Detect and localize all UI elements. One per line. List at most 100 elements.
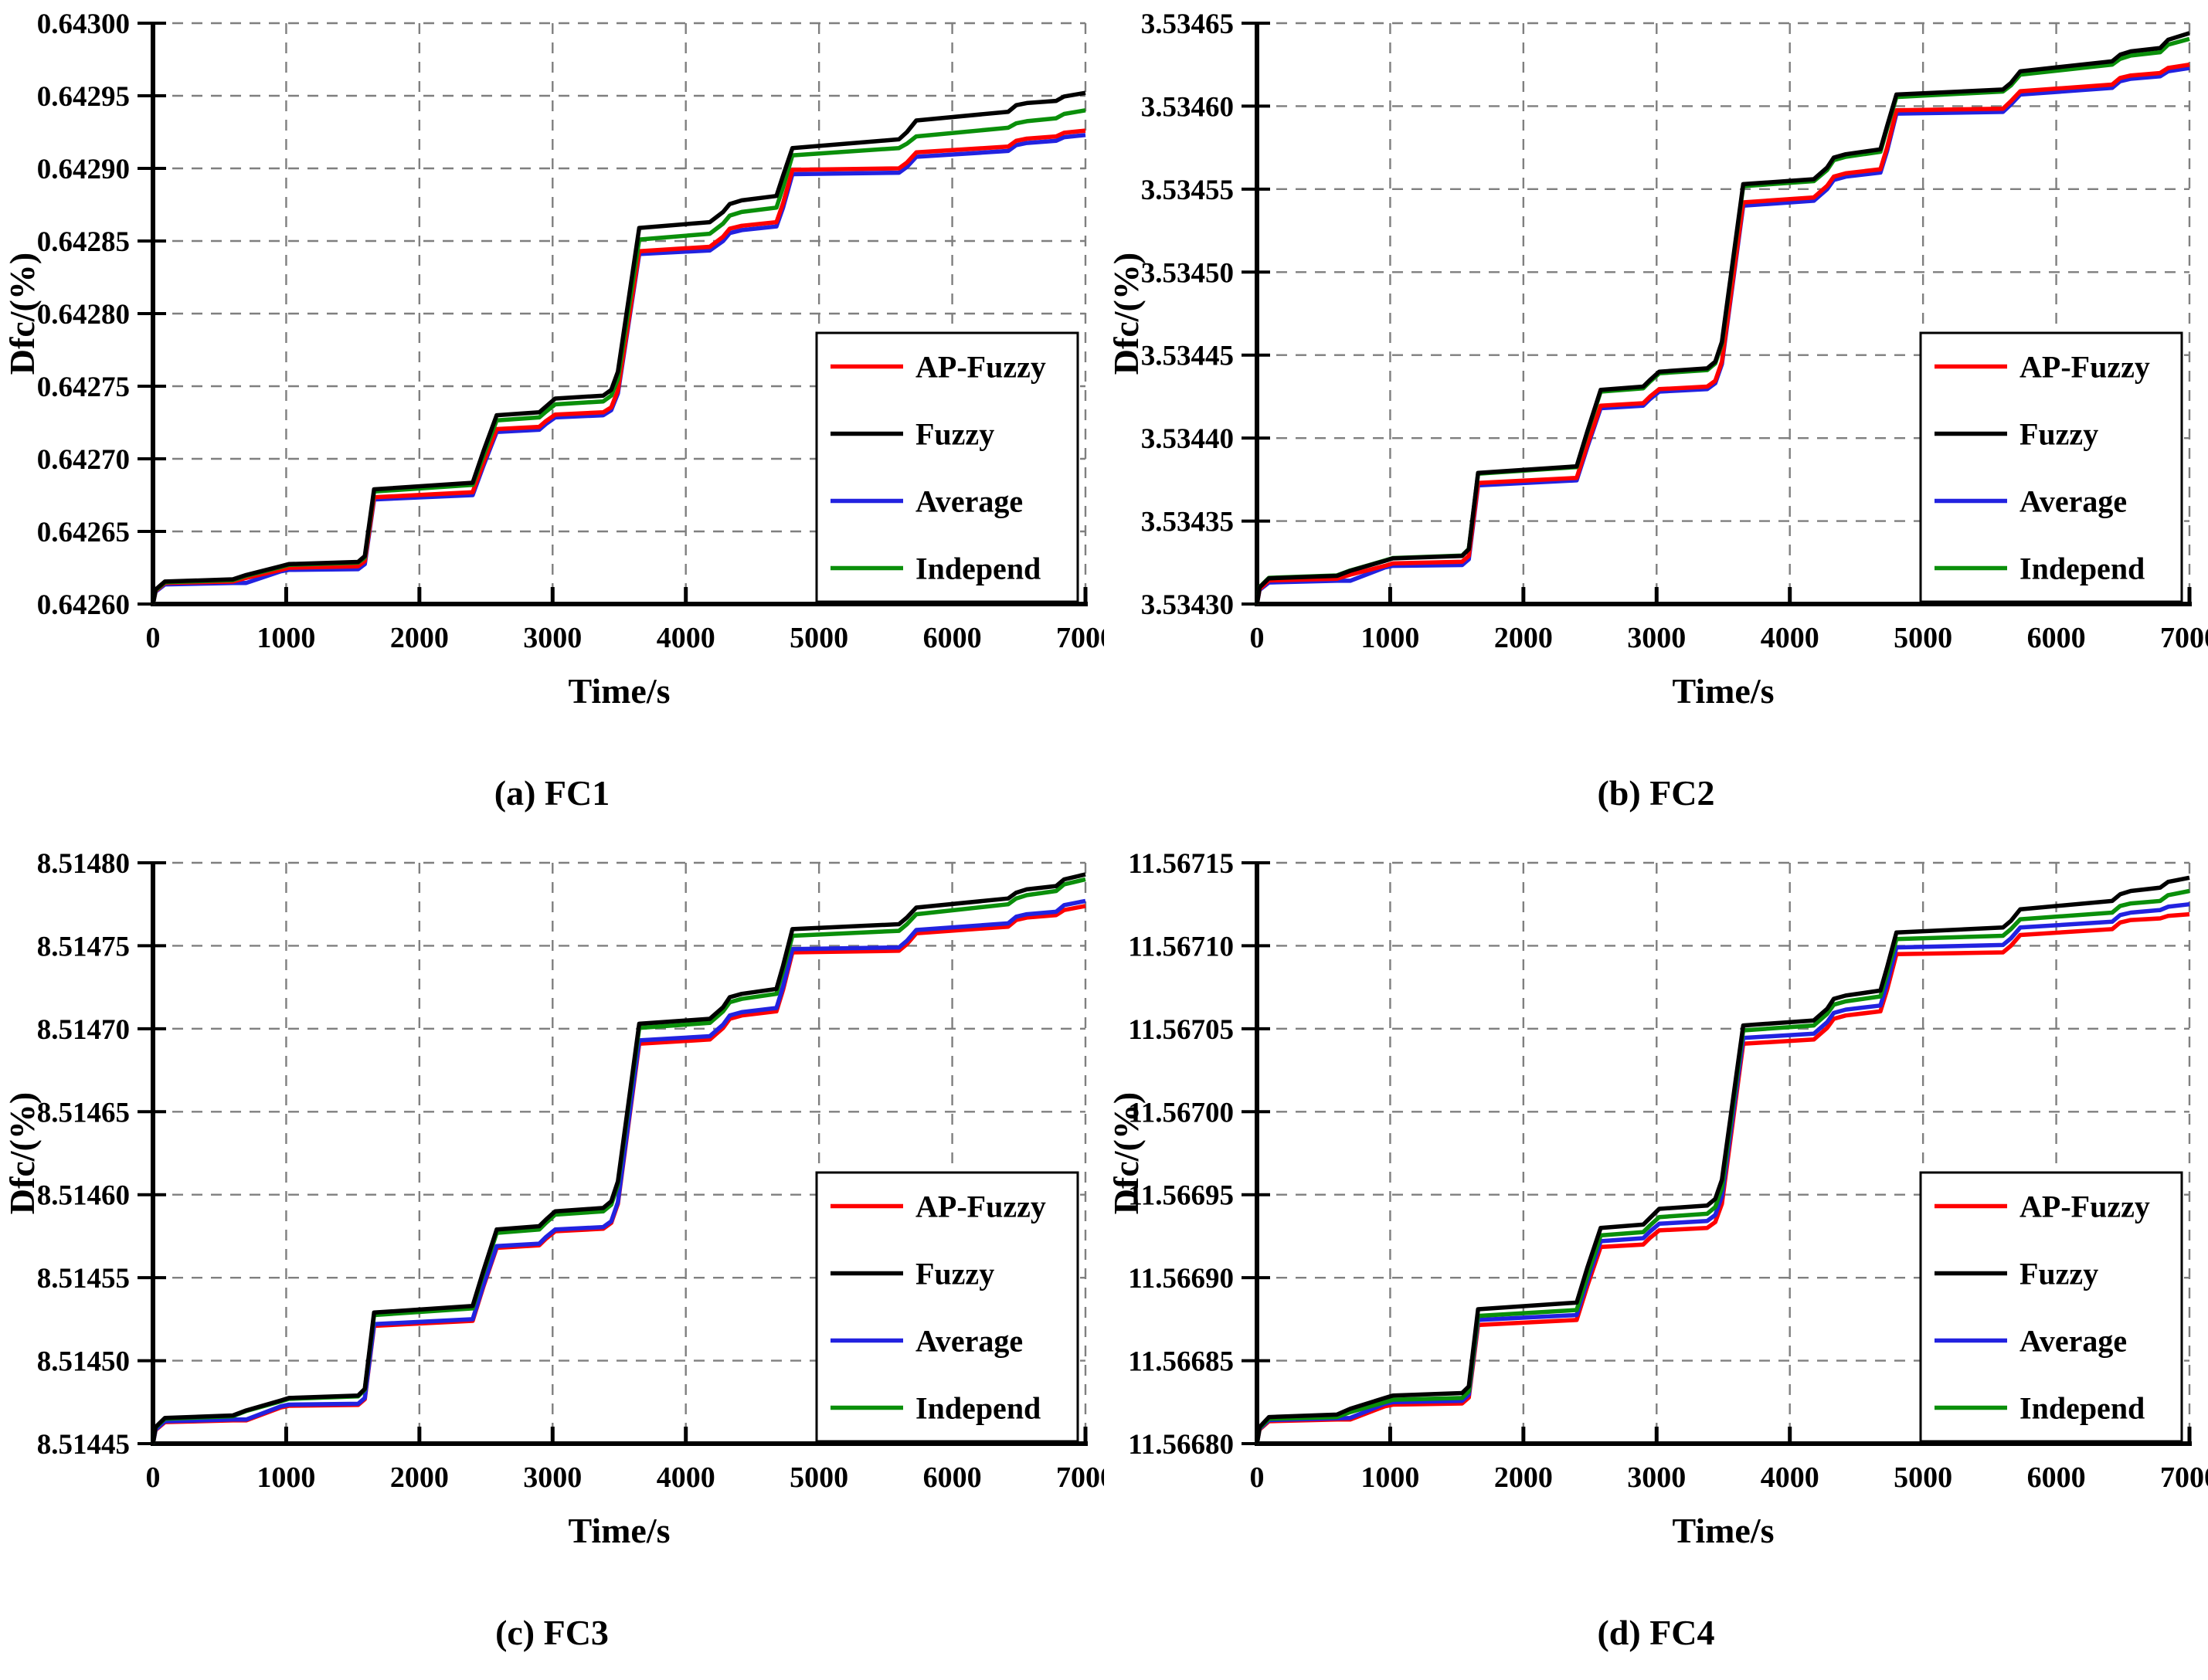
legend-label: Average — [915, 1324, 1023, 1359]
y-tick-label: 0.64300 — [37, 8, 130, 40]
x-tick-label: 2000 — [1494, 622, 1553, 654]
series-line-ap-fuzzy — [1255, 62, 2190, 605]
x-tick-label: 3000 — [523, 622, 582, 654]
legend-box — [815, 1171, 1079, 1443]
x-tick-label: 4000 — [1761, 622, 1819, 654]
x-tick-label: 4000 — [1761, 1461, 1819, 1494]
legend: AP-Fuzzy Fuzzy Average Independ — [815, 331, 1079, 603]
series-group — [151, 90, 1086, 605]
y-tick-label: 0.64280 — [37, 299, 130, 331]
legend-label: Average — [2019, 484, 2127, 519]
legend-label: Independ — [915, 1391, 1041, 1426]
x-tick-label: 0 — [1250, 622, 1265, 654]
x-tick-label: 5000 — [790, 1461, 848, 1494]
series-line-independ — [1255, 888, 2190, 1444]
x-axis-title: Time/s — [1672, 671, 1774, 711]
y-tick-label: 8.51450 — [37, 1346, 130, 1378]
legend-label: AP-Fuzzy — [915, 350, 1046, 385]
y-tick-label: 8.51460 — [37, 1180, 130, 1212]
y-tick-label: 3.53435 — [1141, 507, 1234, 538]
y-tick-label: 11.56680 — [1128, 1429, 1234, 1461]
legend-label: Independ — [915, 552, 1041, 586]
y-axis-title: Dfc/(%) — [1106, 1092, 1146, 1214]
y-tick-label: 0.64295 — [37, 81, 130, 113]
x-tick-label: 3000 — [523, 1461, 582, 1494]
x-tick-label: 0 — [1250, 1461, 1265, 1494]
y-tick-label: 3.53465 — [1141, 8, 1234, 40]
y-tick-label: 11.56715 — [1128, 848, 1234, 880]
x-tick-label: 3000 — [1627, 1461, 1686, 1494]
x-tick-label: 5000 — [1894, 1461, 1952, 1494]
x-tick-label: 6000 — [923, 622, 982, 654]
series-line-average — [151, 898, 1086, 1444]
y-tick-label: 11.56695 — [1128, 1180, 1234, 1212]
legend-label: AP-Fuzzy — [915, 1190, 1046, 1224]
chart-caption-fc3: (c) FC3 — [495, 1613, 609, 1652]
x-tick-label: 0 — [146, 622, 161, 654]
legend-label: Independ — [2019, 552, 2145, 586]
y-tick-label: 8.51445 — [37, 1429, 130, 1461]
y-tick-label: 11.56700 — [1128, 1097, 1234, 1128]
x-tick-label: 1000 — [1360, 1461, 1419, 1494]
y-tick-label: 8.51480 — [37, 848, 130, 880]
y-tick-label: 8.51475 — [37, 931, 130, 962]
y-axis-title: Dfc/(%) — [1106, 253, 1146, 375]
y-tick-label: 0.64285 — [37, 226, 130, 258]
y-axis-title: Dfc/(%) — [2, 253, 42, 375]
x-axis-title: Time/s — [568, 1511, 670, 1550]
series-group — [151, 872, 1086, 1444]
y-tick-label: 11.56690 — [1128, 1263, 1234, 1295]
x-tick-label: 5000 — [790, 622, 848, 654]
legend-label: Fuzzy — [2019, 417, 2098, 452]
x-tick-label: 6000 — [2027, 622, 2086, 654]
x-tick-label: 1000 — [256, 622, 315, 654]
series-group — [1255, 875, 2190, 1444]
legend-label: Fuzzy — [915, 1257, 994, 1291]
y-tick-label: 0.64260 — [37, 589, 130, 621]
chart-caption-fc2: (b) FC2 — [1597, 773, 1715, 813]
y-tick-label: 8.51455 — [37, 1263, 130, 1295]
gridlines — [153, 22, 1087, 604]
x-tick-label: 6000 — [2027, 1461, 2086, 1494]
y-tick-label: 3.53450 — [1141, 257, 1234, 289]
legend-box — [1919, 1171, 2183, 1443]
legend-box — [815, 331, 1079, 603]
chart-caption-fc1: (a) FC1 — [494, 773, 610, 813]
y-tick-label: 3.53460 — [1141, 91, 1234, 123]
y-tick-label: 3.53455 — [1141, 175, 1234, 206]
x-tick-label: 2000 — [390, 622, 449, 654]
legend-label: Fuzzy — [2019, 1257, 2098, 1291]
y-tick-label: 3.53430 — [1141, 589, 1234, 621]
y-tick-label: 0.64275 — [37, 372, 130, 403]
x-tick-label: 3000 — [1627, 622, 1686, 654]
legend-label: AP-Fuzzy — [2019, 1190, 2150, 1224]
series-line-fuzzy — [1255, 31, 2190, 605]
y-tick-label: 0.64265 — [37, 517, 130, 548]
x-tick-label: 0 — [146, 1461, 161, 1494]
y-tick-label: 11.56710 — [1128, 931, 1234, 962]
legend: AP-Fuzzy Fuzzy Average Independ — [1919, 331, 2183, 603]
legend-label: AP-Fuzzy — [2019, 350, 2150, 385]
series-group — [1255, 31, 2190, 605]
x-axis-title: Time/s — [568, 671, 670, 711]
chart-caption-fc4: (d) FC4 — [1597, 1613, 1715, 1652]
legend-label: Average — [2019, 1324, 2127, 1359]
legend-label: Average — [915, 484, 1023, 519]
y-tick-label: 3.53440 — [1141, 423, 1234, 455]
x-tick-label: 4000 — [657, 1461, 715, 1494]
x-tick-label: 6000 — [923, 1461, 982, 1494]
series-line-ap-fuzzy — [1255, 911, 2190, 1444]
y-tick-label: 11.56705 — [1128, 1014, 1234, 1046]
